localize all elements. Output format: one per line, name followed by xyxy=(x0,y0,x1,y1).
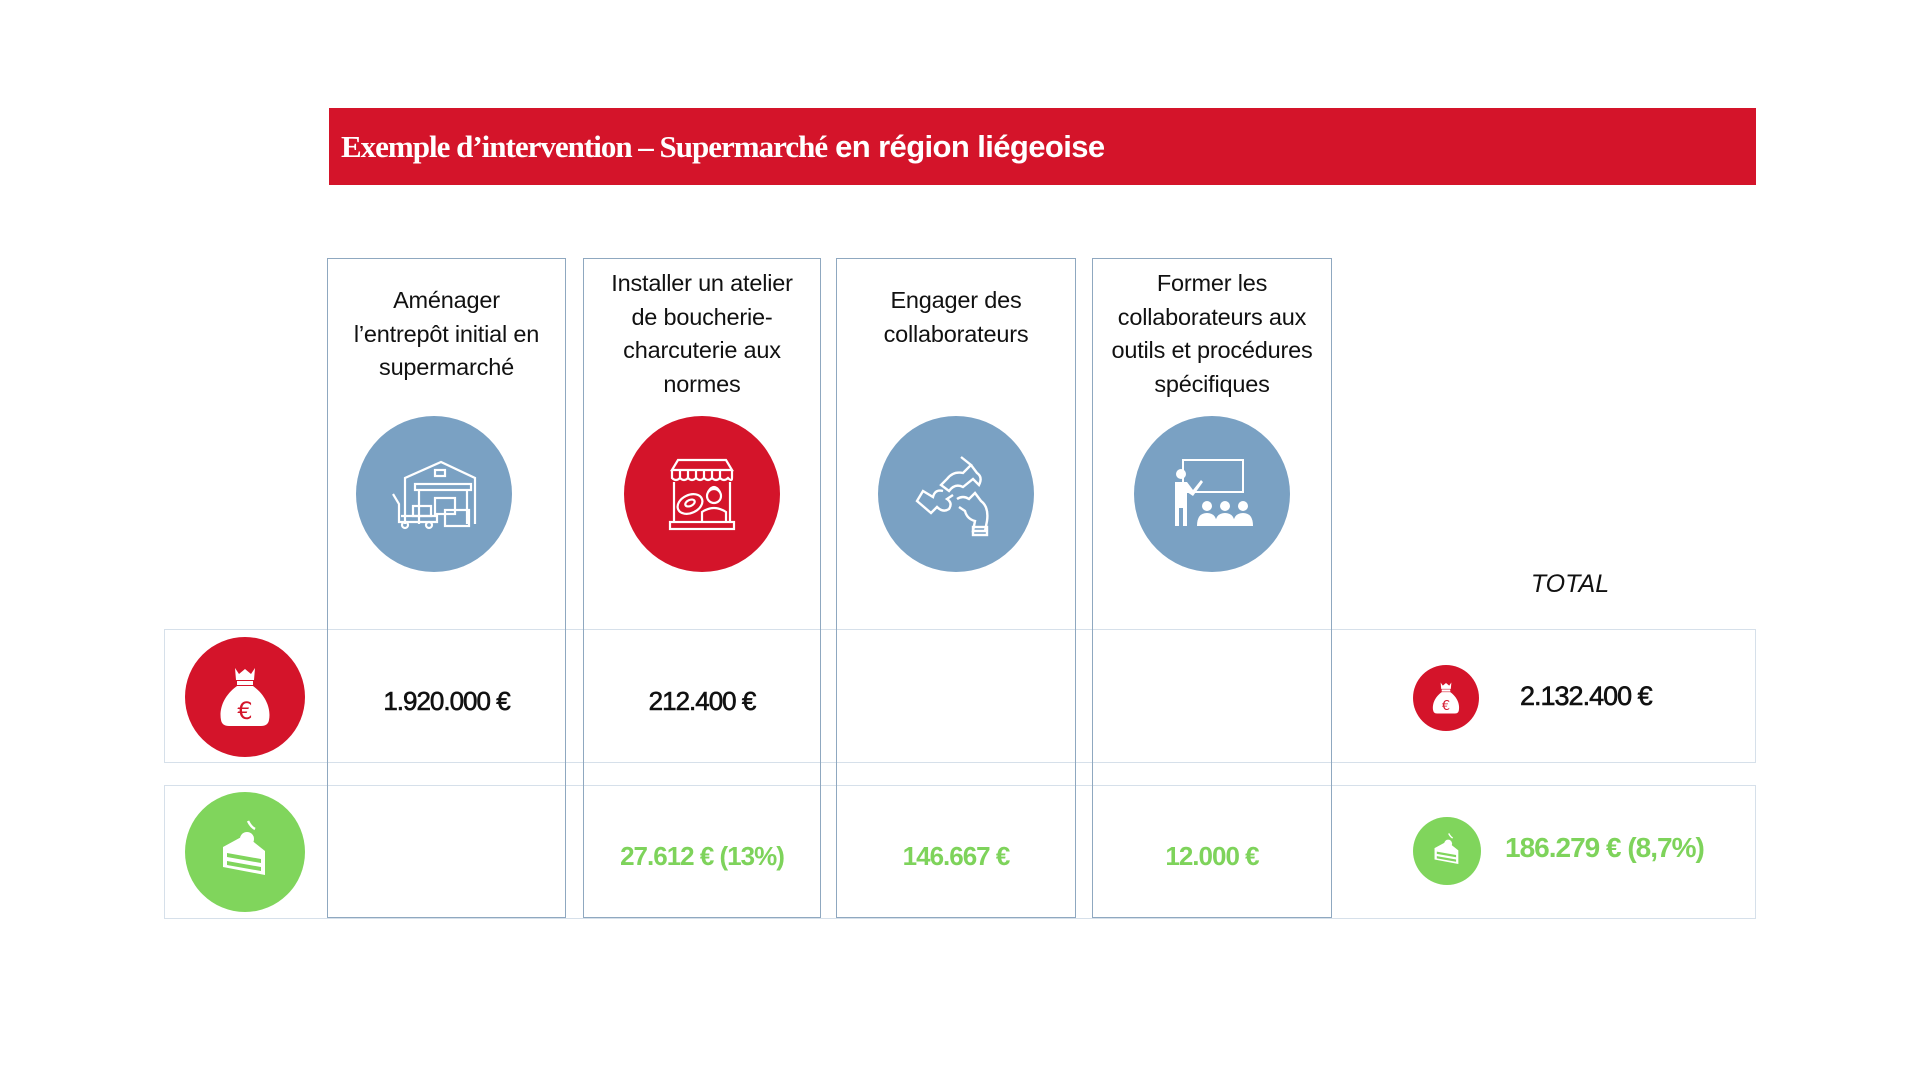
title-line: outils et procédures xyxy=(1111,337,1313,363)
training-presentation-icon xyxy=(1134,416,1290,572)
column-engager-collaborateurs: Engager des collaborateurs 146.667 € xyxy=(836,258,1076,918)
total-cost-value: 2.132.400 € xyxy=(1520,681,1653,712)
puzzle-hands-icon xyxy=(878,416,1034,572)
title-line: Installer un atelier xyxy=(611,270,793,296)
gain-value: 146.667 € xyxy=(902,841,1011,871)
column-title: Former les collaborateurs aux outils et … xyxy=(1093,267,1331,401)
gain-value: 12.000 € xyxy=(1165,841,1259,871)
title-part-1: Exemple d’intervention – Supermarché xyxy=(341,128,828,164)
cake-slice-icon xyxy=(1413,817,1481,885)
column-title: Engager des collaborateurs xyxy=(837,284,1075,351)
cost-value: 212.400 € xyxy=(648,686,756,717)
title-line: spécifiques xyxy=(1154,370,1270,397)
title-line: l’entrepôt initial en xyxy=(353,320,540,347)
title-line: collaborateurs aux xyxy=(1117,303,1307,330)
butcher-shop-icon xyxy=(624,416,780,572)
svg-text:€: € xyxy=(237,697,252,725)
page-title: Exemple d’intervention – Supermarché en … xyxy=(341,129,1105,165)
title-part-2: en région liégeoise xyxy=(827,128,1105,164)
column-former-collaborateurs: Former les collaborateurs aux outils et … xyxy=(1092,258,1332,918)
title-line: charcuterie aux xyxy=(623,337,781,363)
total-gain-value: 186.279 € (8,7%) xyxy=(1505,832,1705,863)
title-banner: Exemple d’intervention – Supermarché en … xyxy=(329,108,1756,185)
title-line: Engager des xyxy=(890,287,1022,313)
column-title: Installer un atelier de boucherie- charc… xyxy=(584,267,820,401)
title-line: normes xyxy=(663,370,741,397)
title-line: collaborateurs xyxy=(883,320,1029,347)
cost-row-band xyxy=(164,629,1756,763)
title-line: supermarché xyxy=(379,354,514,380)
cake-slice-icon xyxy=(185,792,305,912)
money-bag-euro-icon: € xyxy=(185,637,305,757)
column-title: Aménager l’entrepôt initial en supermarc… xyxy=(328,284,565,385)
column-atelier-boucherie: Installer un atelier de boucherie- charc… xyxy=(583,258,821,918)
warehouse-icon xyxy=(355,416,512,572)
gain-row-band xyxy=(164,785,1756,919)
total-label: TOTAL xyxy=(1530,570,1610,598)
cost-value: 1.920.000 € xyxy=(383,686,511,717)
title-line: Aménager xyxy=(393,287,500,313)
title-line: de boucherie- xyxy=(631,303,773,330)
svg-text:€: € xyxy=(1442,699,1450,714)
money-bag-euro-icon: € xyxy=(1413,665,1479,731)
column-amenager-entrepot: Aménager l’entrepôt initial en supermarc… xyxy=(327,258,566,918)
gain-value: 27.612 € (13%) xyxy=(620,841,785,871)
title-line: Former les xyxy=(1156,270,1268,296)
